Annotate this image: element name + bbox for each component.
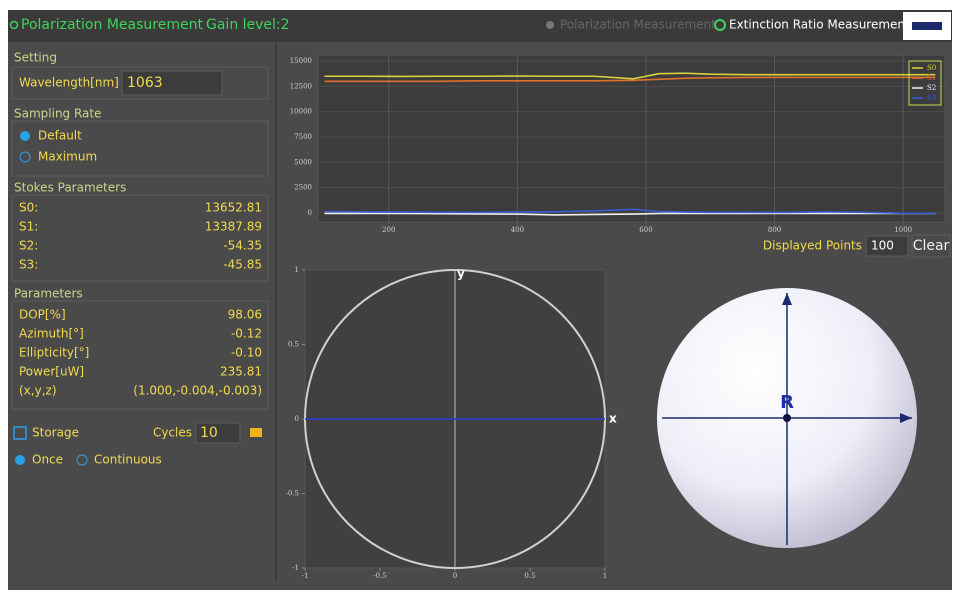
- sphere-label: R: [780, 392, 794, 413]
- x-tick-label: 400: [511, 226, 524, 234]
- group-box: [11, 194, 269, 282]
- clear-button[interactable]: [911, 234, 951, 258]
- param-label: S2:: [19, 239, 38, 253]
- axis-label: y: [457, 267, 465, 281]
- group-box: [11, 66, 269, 100]
- param-value: -45.85: [223, 258, 262, 272]
- group-box: [11, 300, 269, 410]
- checkbox[interactable]: [13, 426, 27, 440]
- folder-button[interactable]: [250, 428, 262, 437]
- button-label: Clear: [913, 238, 950, 254]
- label: Displayed Points: [763, 239, 862, 253]
- y-tick-label: 0.5: [288, 341, 299, 349]
- param-label: Azimuth[°]: [19, 327, 84, 341]
- input-value: 1063: [127, 75, 163, 91]
- legend-label: S1: [927, 74, 936, 82]
- y-tick-label: 0: [308, 209, 312, 217]
- app-title: Polarization Measurement: [21, 17, 203, 33]
- series-line: [324, 212, 936, 216]
- param-label: Ellipticity[°]: [19, 346, 89, 360]
- series-line: [324, 208, 936, 215]
- radio[interactable]: [20, 131, 30, 141]
- radio[interactable]: [15, 455, 25, 465]
- radio-label: Once: [32, 453, 63, 467]
- radio-label: Maximum: [38, 150, 97, 164]
- x-tick-label: -1: [302, 572, 309, 580]
- param-value: (1.000,-0.004,-0.003): [133, 384, 262, 398]
- x-tick-label: 200: [382, 226, 395, 234]
- gain-level: Gain level:2: [206, 17, 290, 33]
- section-title: Parameters: [14, 287, 83, 301]
- tab[interactable]: Polarization Measurement: [560, 18, 716, 32]
- radio[interactable]: [76, 454, 88, 466]
- y-tick-label: -1: [292, 564, 299, 572]
- param-value: -54.35: [223, 239, 262, 253]
- x-tick-label: 1000: [894, 226, 912, 234]
- param-value: 98.06: [228, 308, 262, 322]
- y-tick-label: 2500: [294, 184, 312, 192]
- param-label: Power[uW]: [19, 365, 84, 379]
- wavelength-input[interactable]: [121, 70, 223, 96]
- plot-area: [317, 54, 946, 223]
- radio-label: Continuous: [94, 453, 162, 467]
- y-tick-label: 1: [295, 266, 299, 274]
- param-label: (x,y,z): [19, 384, 57, 398]
- arrow: [900, 413, 912, 423]
- x-tick-label: 1: [603, 572, 607, 580]
- section-title: Stokes Parameters: [14, 181, 126, 195]
- x-tick-label: -0.5: [373, 572, 387, 580]
- group-box: [11, 120, 269, 177]
- radio[interactable]: [546, 21, 554, 29]
- x-tick-label: 0.5: [524, 572, 535, 580]
- x-tick-label: 800: [768, 226, 781, 234]
- y-tick-label: -0.5: [286, 490, 300, 498]
- label: Storage: [32, 426, 79, 440]
- label: Wavelength[nm]: [19, 76, 119, 90]
- points-input[interactable]: [865, 235, 909, 257]
- arrow: [782, 293, 792, 305]
- param-value: 235.81: [220, 365, 262, 379]
- radio-label: Default: [38, 129, 82, 143]
- legend-label: S3: [927, 94, 936, 102]
- tab[interactable]: Extinction Ratio Measurement: [729, 18, 910, 32]
- status-icon: [9, 20, 19, 30]
- param-label: S1:: [19, 220, 38, 234]
- section-title: Sampling Rate: [14, 107, 102, 121]
- param-label: S0:: [19, 201, 38, 215]
- axis-label: x: [609, 412, 617, 426]
- param-value: 13652.81: [205, 201, 262, 215]
- input-value: 10: [200, 425, 218, 441]
- label: Cycles: [153, 426, 192, 440]
- legend-label: S0: [927, 64, 936, 72]
- x-tick-label: 600: [639, 226, 652, 234]
- param-value: -0.10: [231, 346, 262, 360]
- param-value: -0.12: [231, 327, 262, 341]
- input-value: 100: [871, 239, 894, 253]
- y-tick-label: 5000: [294, 158, 312, 166]
- param-label: S3:: [19, 258, 38, 272]
- y-tick-label: 10000: [290, 108, 312, 116]
- y-tick-label: 15000: [290, 57, 312, 65]
- title-bar: [8, 10, 952, 42]
- series-line: [324, 72, 936, 80]
- y-tick-label: 7500: [294, 133, 312, 141]
- radio[interactable]: [714, 19, 726, 31]
- x-tick-label: 0: [453, 572, 457, 580]
- cycles-input[interactable]: [195, 422, 241, 444]
- param-value: 13387.89: [205, 220, 262, 234]
- logo-mark: [912, 22, 942, 30]
- state-point: [783, 414, 791, 422]
- radio[interactable]: [19, 151, 31, 163]
- y-tick-label: 12500: [290, 82, 312, 90]
- section-title: Setting: [14, 51, 57, 65]
- param-label: DOP[%]: [19, 308, 66, 322]
- legend-box: [908, 60, 942, 106]
- y-tick-label: 0: [295, 415, 299, 423]
- series-line: [324, 76, 936, 83]
- legend-label: S2: [927, 84, 936, 92]
